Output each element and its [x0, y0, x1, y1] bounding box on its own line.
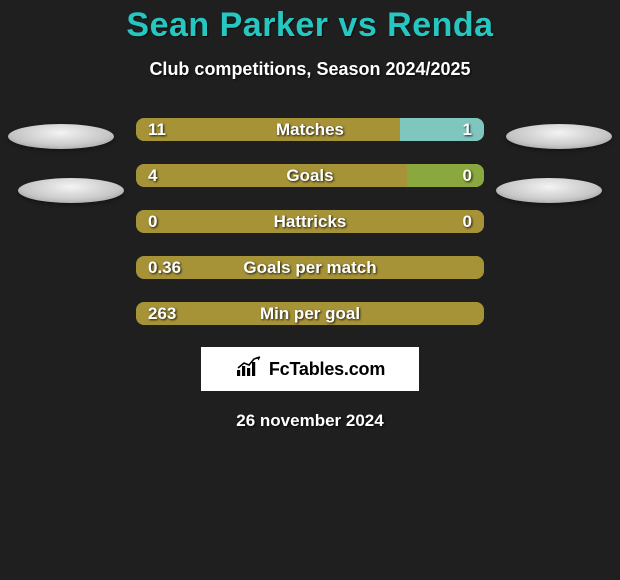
bar-segment-left: [136, 118, 400, 141]
bar-value-right: 0: [463, 166, 472, 186]
bar-segment-left: [136, 164, 407, 187]
bar-value-right: 0: [463, 212, 472, 232]
decorative-ellipse: [18, 178, 124, 203]
bar-value-left: 263: [148, 304, 176, 324]
logo-text: FcTables.com: [269, 359, 385, 380]
page-subtitle: Club competitions, Season 2024/2025: [0, 59, 620, 80]
stat-bar-row: Min per goal263: [136, 302, 484, 325]
bar-segment-left: [136, 256, 484, 279]
page-title: Sean Parker vs Renda: [0, 0, 620, 45]
decorative-ellipse: [8, 124, 114, 149]
bar-value-left: 4: [148, 166, 157, 186]
bar-value-right: 1: [463, 120, 472, 140]
chart-line-icon: [235, 356, 263, 383]
decorative-ellipse: [506, 124, 612, 149]
stat-bar-row: Matches111: [136, 118, 484, 141]
bar-segment-left: [136, 210, 484, 233]
stat-bars: Matches111Goals40Hattricks00Goals per ma…: [0, 118, 620, 325]
bar-value-left: 0.36: [148, 258, 181, 278]
fctables-logo: FcTables.com: [201, 347, 419, 391]
bar-value-left: 0: [148, 212, 157, 232]
decorative-ellipse: [496, 178, 602, 203]
date-text: 26 november 2024: [0, 411, 620, 431]
bar-value-left: 11: [148, 120, 166, 140]
stat-bar-row: Goals per match0.36: [136, 256, 484, 279]
bar-segment-left: [136, 302, 484, 325]
bar-segment-right: [407, 164, 484, 187]
stat-bar-row: Hattricks00: [136, 210, 484, 233]
stat-bar-row: Goals40: [136, 164, 484, 187]
